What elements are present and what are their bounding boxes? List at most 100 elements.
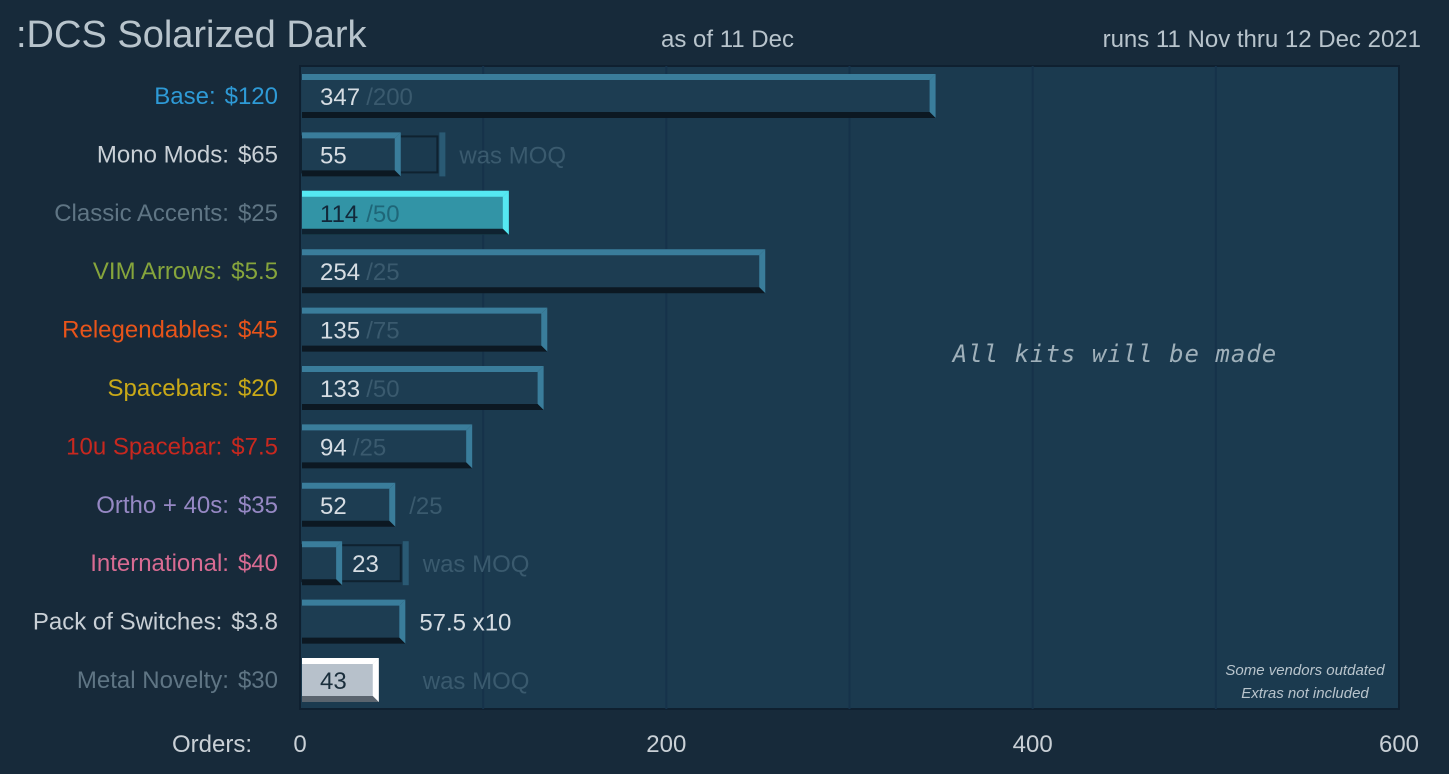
bar-value-label: 347 — [320, 84, 360, 111]
moq-label: /25 — [366, 259, 399, 286]
bar — [302, 366, 544, 410]
bar-bevel-right — [537, 366, 544, 410]
bar-bevel-right — [336, 541, 343, 586]
bar-value-label: 52 — [320, 493, 347, 520]
x-tick-label: 200 — [646, 731, 686, 758]
bar-bevel-bottom — [302, 228, 509, 235]
bar-value-label: 55 — [320, 142, 347, 169]
footnote: Extras not included — [1241, 685, 1369, 702]
bar-bevel-top — [302, 366, 544, 372]
bar-bevel-top — [302, 190, 509, 197]
bar-bevel-top — [302, 424, 473, 431]
bar-bevel-top — [302, 249, 766, 256]
bar-bevel-bottom — [302, 170, 401, 177]
bar-body — [302, 74, 936, 118]
bar — [302, 424, 473, 469]
bar — [302, 132, 401, 177]
x-tick-label: 600 — [1379, 731, 1419, 758]
bar-bevel-bottom — [302, 637, 406, 644]
bar-value-label: 114 — [320, 201, 358, 228]
category-name: 10u Spacebar: — [66, 433, 222, 460]
category-name: Metal Novelty: — [77, 667, 229, 694]
category-price: $120 — [225, 83, 278, 110]
bar-body — [302, 132, 401, 177]
bar — [302, 658, 379, 702]
bar-bevel-right — [372, 658, 379, 702]
category-name: Ortho + 40s: — [96, 492, 229, 519]
bar-bevel-right — [466, 424, 473, 469]
category-label: VIM Arrows: $5.5 — [93, 258, 278, 285]
category-name: Mono Mods: — [97, 141, 229, 168]
category-label: Spacebars: $20 — [108, 375, 278, 402]
bar-value-label: 254 — [320, 259, 360, 286]
moq-label: /50 — [366, 376, 399, 403]
bar-bevel-right — [389, 482, 396, 527]
bar — [302, 482, 396, 527]
bar-body — [302, 366, 544, 410]
bar-body — [302, 658, 379, 702]
bar-bevel-bottom — [302, 345, 548, 352]
bar-bevel-bottom — [302, 696, 379, 702]
category-price: $20 — [238, 375, 278, 402]
category-name: Spacebars: — [108, 375, 229, 402]
bar-bevel-bottom — [302, 404, 544, 410]
category-label: Relegendables: $45 — [62, 317, 278, 344]
category-name: Pack of Switches: — [33, 609, 222, 636]
bar-bevel-right — [759, 249, 766, 294]
category-label: Base: $120 — [154, 83, 278, 110]
bar-bevel-right — [394, 132, 401, 177]
bar-bevel-bottom — [302, 520, 396, 527]
moq-label: /25 — [353, 434, 386, 461]
x-tick-label: 0 — [293, 731, 306, 758]
bar — [302, 249, 766, 294]
category-label: International: $40 — [90, 550, 278, 577]
bar-value-label: 23 — [352, 551, 379, 578]
moq-label: was MOQ — [422, 668, 530, 695]
category-label: 10u Spacebar: $7.5 — [66, 433, 278, 460]
bar-body — [302, 249, 766, 294]
category-name: Relegendables: — [62, 317, 229, 344]
bar-value-label: 57.5 x10 — [419, 610, 511, 637]
moq-label: was MOQ — [422, 551, 530, 578]
as-of-date: as of 11 Dec — [661, 26, 794, 53]
bar-value-label: 135 — [320, 318, 360, 345]
bar-body — [302, 190, 509, 235]
bar-bevel-right — [541, 307, 548, 352]
bar-value-label: 43 — [320, 668, 347, 695]
moq-label: was MOQ — [458, 142, 566, 169]
bar-bevel-top — [302, 541, 343, 548]
category-price: $7.5 — [231, 433, 278, 460]
bar-bevel-bottom — [302, 579, 343, 586]
category-label: Mono Mods: $65 — [97, 141, 278, 168]
bar-value-label: 94 — [320, 434, 347, 461]
category-name: Base: — [154, 83, 215, 110]
run-dates: runs 11 Nov thru 12 Dec 2021 — [1102, 26, 1421, 53]
bar — [302, 599, 406, 644]
bar-bevel-right — [399, 599, 406, 644]
category-price: $45 — [238, 317, 278, 344]
moq-marker — [402, 541, 409, 586]
x-tick-label: 400 — [1013, 731, 1053, 758]
bar-bevel-top — [302, 599, 406, 606]
bar-value-label: 133 — [320, 376, 360, 403]
category-label: Pack of Switches: $3.8 — [33, 609, 278, 636]
bar-bevel-bottom — [302, 287, 766, 294]
category-price: $3.8 — [231, 609, 278, 636]
bar-bevel-top — [302, 482, 396, 489]
category-name: International: — [90, 550, 229, 577]
moq-label: /50 — [366, 201, 399, 228]
bar-body — [302, 541, 343, 586]
bar-bevel-top — [302, 74, 936, 80]
bar-bevel-bottom — [302, 462, 473, 469]
category-label: Metal Novelty: $30 — [77, 667, 278, 694]
chart-title: :DCS Solarized Dark — [16, 14, 367, 56]
moq-label: /200 — [366, 84, 413, 111]
bar-body — [302, 482, 396, 527]
x-axis-label: Orders: — [172, 731, 252, 758]
category-price: $65 — [238, 141, 278, 168]
category-label: Ortho + 40s: $35 — [96, 492, 278, 519]
bar — [302, 541, 343, 586]
moq-marker — [439, 132, 446, 177]
bar-bevel-bottom — [302, 112, 936, 118]
